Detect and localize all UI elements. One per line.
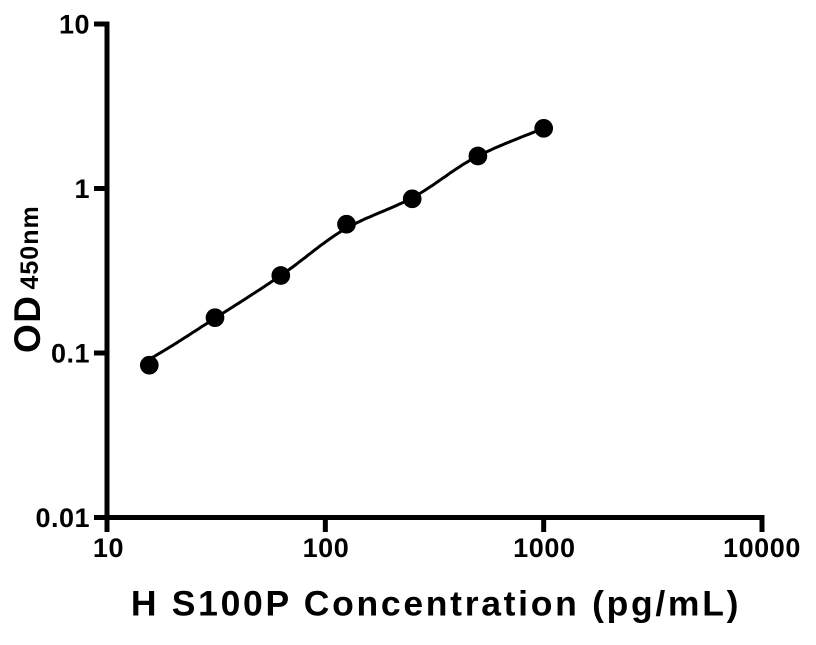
svg-text:450nm: 450nm <box>16 205 44 289</box>
svg-text:1: 1 <box>74 174 90 204</box>
svg-text:10: 10 <box>93 533 124 563</box>
svg-text:10000: 10000 <box>723 533 801 563</box>
svg-text:H S100P Concentration (pg/mL): H S100P Concentration (pg/mL) <box>131 584 741 624</box>
svg-text:1000: 1000 <box>513 533 575 563</box>
svg-text:0.1: 0.1 <box>51 339 90 369</box>
svg-text:0.01: 0.01 <box>35 503 90 533</box>
svg-text:100: 100 <box>303 533 350 563</box>
svg-text:10: 10 <box>59 10 90 40</box>
svg-text:OD: OD <box>7 295 48 354</box>
